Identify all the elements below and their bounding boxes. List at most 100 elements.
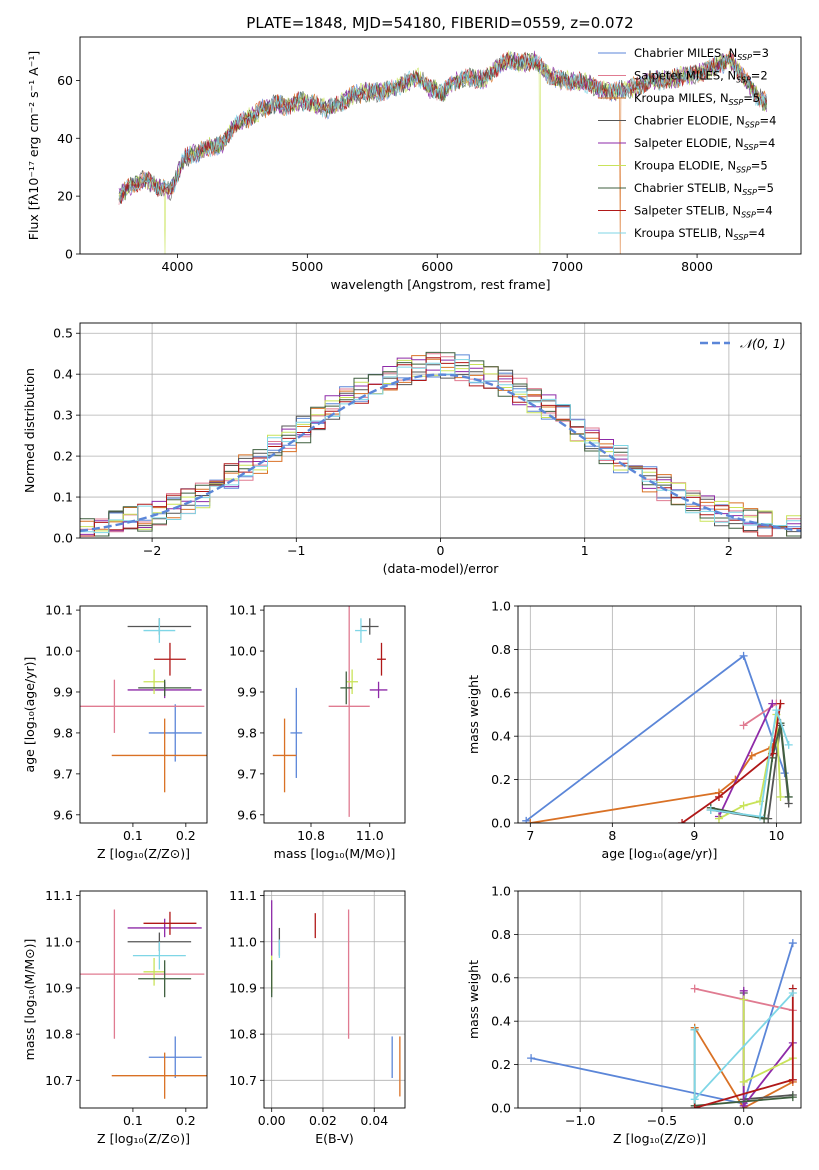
errorbar-point-salpeter-elodie [369, 681, 388, 699]
y-tick-label: 9.9 [237, 684, 257, 699]
plot-area [272, 606, 388, 817]
plot-area [80, 351, 801, 537]
weight-marker [788, 988, 797, 997]
weight-line [681, 703, 782, 823]
y-tick-label: 10.1 [229, 603, 257, 618]
y-tick-label: 1.0 [491, 884, 511, 899]
x-tick-label: 7 [526, 828, 534, 843]
y-tick-label: 10.7 [229, 1073, 257, 1088]
weight-marker [772, 706, 781, 715]
plot-area [118, 50, 767, 254]
spectrum-line-salpeter-stelib [118, 52, 767, 204]
y-tick-label: 9.7 [237, 766, 257, 781]
x-tick-label: −2 [143, 543, 161, 558]
y-tick-label: 10.1 [45, 603, 73, 618]
plot-area [527, 939, 797, 1108]
x-tick-label: −1.0 [565, 1113, 595, 1128]
weight-marker [690, 1104, 699, 1108]
y-axis-label: Flux [fλ10⁻¹⁷ erg cm⁻² s⁻¹ A⁻¹] [26, 51, 41, 240]
legend-count: =4 [758, 136, 775, 150]
weight-marker [527, 1054, 536, 1063]
weight-marker [714, 792, 723, 801]
weight-marker [739, 1077, 748, 1086]
weight-marker [739, 651, 748, 660]
weight-marker [739, 995, 748, 1004]
weight-marker [690, 984, 699, 993]
y-tick-label: 0.0 [53, 531, 73, 546]
x-tick-label: 0.2 [176, 1113, 196, 1128]
legend-entry: Salpeter ELODIE, NSSP=4 [634, 136, 775, 152]
y-tick-label: 10.8 [229, 1027, 257, 1042]
errorbar-point-salpeter-stelib [143, 911, 197, 935]
y-tick-label: 9.7 [53, 766, 73, 781]
y-axis-label: age [log₁₀(age/yr)] [22, 657, 37, 773]
weight-marker [784, 740, 793, 749]
weight-marker [739, 801, 748, 810]
axes-frame [79, 322, 802, 539]
x-tick-label: 4000 [162, 259, 194, 274]
errorbar-point-kroupa-stelib [132, 941, 186, 970]
weight-series-kroupa-stelib [690, 988, 797, 1104]
y-axis-label: mass weight [466, 675, 481, 754]
spectrum-line-kroupa-stelib [118, 53, 767, 202]
x-axis-label: wavelength [Angstrom, rest frame] [330, 277, 550, 292]
y-axis-label: mass [log₁₀(M/M⊙)] [22, 939, 37, 1061]
x-tick-label: 0.04 [360, 1113, 388, 1128]
legend-entry: Kroupa STELIB, NSSP=4 [634, 226, 765, 242]
errorbar-point-kroupa-stelib [355, 618, 367, 643]
plot-area [80, 618, 207, 793]
axes-frame [79, 36, 802, 255]
y-axis-label: Normed distribution [22, 368, 37, 493]
legend-subscript: SSP [737, 53, 752, 62]
errorbar-point-salpeter-miles [328, 606, 370, 817]
panel-residuals: −2 −1 0 1 2 0.0 0.1 0.2 0.3 0.4 0.5 (data-model)/er… [22, 322, 802, 576]
axes-frame [517, 605, 802, 824]
x-tick-label: 7000 [551, 259, 583, 274]
y-tick-label: 0.4 [53, 367, 73, 382]
legend-subscript: SSP [736, 166, 751, 175]
legend-count: =4 [760, 114, 777, 128]
x-tick-label: 8 [608, 828, 616, 843]
weight-marker [706, 805, 715, 814]
x-axis-label: mass [log₁₀(M/M⊙)] [274, 846, 396, 861]
plot-area [80, 909, 207, 1099]
y-tick-label: 60 [57, 73, 73, 88]
y-tick-label: 0.4 [491, 729, 511, 744]
x-tick-label: 11.0 [356, 828, 384, 843]
weight-marker [747, 751, 756, 760]
errorbar-point-salpeter-stelib [377, 642, 386, 676]
y-tick-label: 0.3 [53, 408, 73, 423]
x-tick-label: 0 [437, 543, 445, 558]
y-tick-label: 11.0 [229, 934, 257, 949]
weight-marker [788, 1075, 797, 1084]
errorbar-point-kroupa-stelib [143, 618, 176, 643]
errorbar-point-chabrier-stelib [138, 960, 192, 998]
figure-title: PLATE=1848, MJD=54180, FIBERID=0559, z=0… [246, 14, 633, 32]
y-axis-label: mass weight [466, 960, 481, 1039]
legend-count: =4 [756, 204, 773, 218]
legend-entry: Salpeter MILES, NSSP=2 [634, 69, 768, 85]
weight-marker [739, 721, 748, 730]
legend-text: Salpeter ELODIE, N [634, 136, 744, 150]
errorbar-point-salpeter-miles [80, 679, 205, 733]
panel-mass-vs-Z: 0.1 0.2 10.7 10.8 10.9 11.0 11.1 Z [log₁₀(Z/Z⊙)… [22, 888, 208, 1146]
y-tick-label: 11.1 [229, 888, 257, 903]
legend-count: =5 [743, 91, 760, 105]
x-tick-label: 1 [581, 543, 589, 558]
x-tick-label: 9 [690, 828, 698, 843]
x-tick-label: 5000 [291, 259, 323, 274]
histogram-salpeter-stelib [80, 357, 801, 537]
legend-entry: Kroupa MILES, NSSP=5 [634, 91, 760, 107]
legend-count: =5 [751, 159, 768, 173]
y-tick-label: 10.0 [229, 644, 257, 659]
weight-marker [678, 819, 687, 823]
x-tick-label: 0.1 [123, 828, 143, 843]
legend-text: Kroupa MILES, N [634, 91, 729, 105]
errorbar-point-chabrier-miles [290, 687, 303, 778]
x-axis-label: (data-model)/error [383, 561, 500, 576]
x-axis-label: Z [log₁₀(Z/Z⊙)] [613, 1131, 706, 1146]
legend-text: Kroupa ELODIE, N [634, 159, 736, 173]
legend-text: Salpeter STELIB, N [634, 204, 741, 218]
x-axis-label: age [log₁₀(age/yr)] [602, 846, 718, 861]
